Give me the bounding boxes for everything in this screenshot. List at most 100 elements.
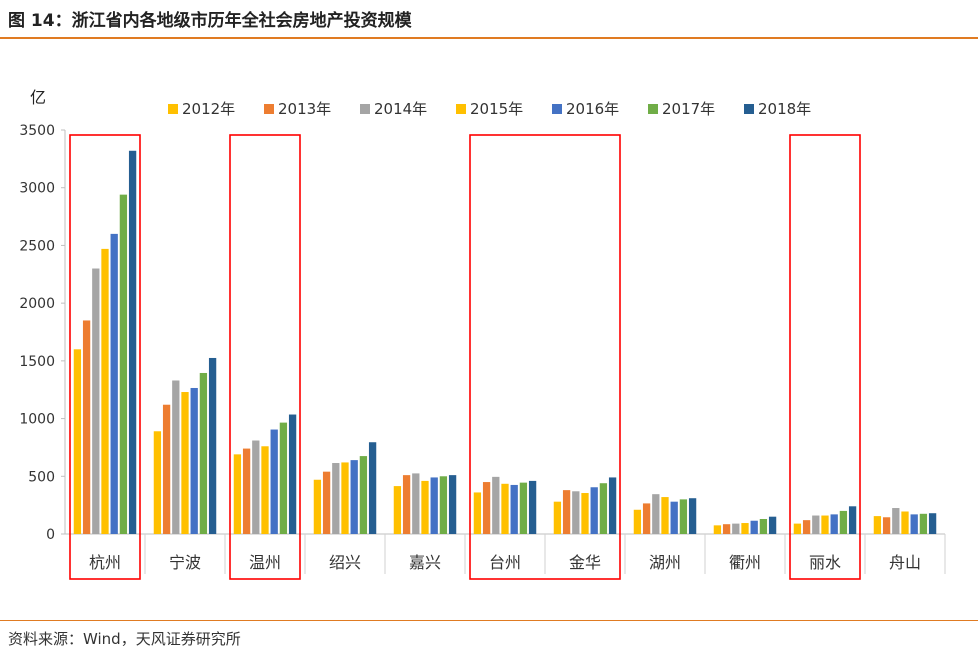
x-tick-label: 台州 bbox=[489, 553, 521, 572]
bar bbox=[128, 150, 137, 534]
x-tick-label: 温州 bbox=[249, 553, 281, 572]
bar bbox=[892, 508, 900, 534]
y-tick-label: 2500 bbox=[19, 238, 55, 254]
bar bbox=[599, 483, 608, 534]
bar bbox=[242, 448, 251, 534]
bar bbox=[439, 476, 448, 534]
bar bbox=[73, 349, 82, 534]
legend-label: 2018年 bbox=[758, 100, 811, 118]
bar bbox=[482, 482, 491, 534]
figure-title: 图 14：浙江省内各地级市历年全社会房地产投资规模 bbox=[8, 11, 412, 31]
bar bbox=[562, 490, 571, 534]
bar bbox=[722, 524, 731, 534]
bar bbox=[750, 520, 758, 534]
x-tick-label: 绍兴 bbox=[329, 553, 361, 572]
legend-swatch bbox=[648, 104, 658, 114]
bar bbox=[928, 513, 937, 534]
legend-swatch bbox=[168, 104, 178, 114]
bar bbox=[341, 462, 349, 534]
legend-label: 2017年 bbox=[662, 100, 715, 118]
bar bbox=[919, 513, 928, 534]
bar bbox=[181, 392, 189, 534]
bar bbox=[110, 233, 118, 534]
bar bbox=[821, 515, 829, 534]
bar bbox=[882, 517, 891, 534]
bar bbox=[848, 506, 857, 534]
source-note: 资料来源：Wind，天风证券研究所 bbox=[8, 630, 241, 648]
y-tick-label: 2000 bbox=[19, 296, 55, 312]
bar bbox=[199, 372, 208, 534]
bar bbox=[608, 477, 617, 534]
bar bbox=[759, 518, 768, 534]
legend-label: 2015年 bbox=[470, 100, 523, 118]
bar bbox=[153, 431, 162, 534]
legend-label: 2016年 bbox=[566, 100, 619, 118]
bar bbox=[359, 456, 368, 534]
bar bbox=[590, 487, 598, 534]
x-tick-label: 湖州 bbox=[649, 553, 681, 572]
bar bbox=[910, 514, 918, 534]
bar bbox=[322, 471, 331, 534]
bar bbox=[252, 440, 260, 534]
title-rule bbox=[0, 37, 978, 39]
legend-label: 2013年 bbox=[278, 100, 331, 118]
x-tick-label: 宁波 bbox=[169, 553, 201, 572]
bar bbox=[448, 475, 457, 534]
y-tick-label: 500 bbox=[28, 469, 55, 485]
bar bbox=[82, 320, 91, 534]
y-tick-label: 1500 bbox=[19, 354, 55, 370]
bar bbox=[119, 194, 128, 534]
bar bbox=[233, 454, 242, 534]
bar bbox=[901, 511, 909, 534]
legend-label: 2012年 bbox=[182, 100, 235, 118]
highlight-box bbox=[469, 134, 621, 580]
bar bbox=[92, 268, 100, 534]
legend-label: 2014年 bbox=[374, 100, 427, 118]
bar bbox=[642, 503, 651, 534]
bar bbox=[633, 509, 642, 534]
legend-swatch bbox=[456, 104, 466, 114]
legend-swatch bbox=[264, 104, 274, 114]
bar bbox=[839, 510, 848, 534]
footer-rule bbox=[0, 620, 978, 621]
bar bbox=[332, 463, 340, 534]
bar bbox=[501, 483, 509, 534]
bar bbox=[208, 357, 217, 534]
x-tick-label: 杭州 bbox=[89, 553, 121, 572]
bar bbox=[190, 387, 198, 534]
bar bbox=[473, 492, 482, 534]
bar bbox=[402, 475, 411, 534]
bar bbox=[510, 484, 518, 534]
bar bbox=[492, 476, 500, 534]
bar bbox=[162, 404, 171, 534]
y-tick-label: 0 bbox=[46, 527, 55, 543]
bar bbox=[741, 523, 749, 534]
bar bbox=[368, 442, 377, 534]
bar bbox=[412, 473, 420, 534]
bar bbox=[768, 516, 777, 534]
bar bbox=[873, 516, 882, 534]
x-tick-label: 舟山 bbox=[889, 553, 921, 572]
bar bbox=[581, 493, 589, 534]
y-unit-label: 亿 bbox=[30, 88, 46, 107]
bar bbox=[572, 491, 580, 534]
bar bbox=[519, 482, 528, 534]
x-tick-label: 衢州 bbox=[729, 553, 761, 572]
bar bbox=[261, 446, 269, 534]
x-tick-label: 嘉兴 bbox=[409, 553, 441, 572]
highlight-box bbox=[229, 134, 301, 580]
bar bbox=[652, 494, 660, 534]
x-tick-label: 丽水 bbox=[809, 553, 841, 572]
highlight-box bbox=[69, 134, 141, 580]
bar bbox=[793, 523, 802, 534]
bar bbox=[528, 480, 537, 534]
bar bbox=[732, 523, 740, 534]
y-tick-label: 3500 bbox=[19, 123, 55, 139]
bar bbox=[688, 498, 697, 534]
highlight-box bbox=[789, 134, 861, 580]
legend-swatch bbox=[744, 104, 754, 114]
bar bbox=[393, 486, 402, 534]
bar bbox=[421, 480, 429, 534]
legend-swatch bbox=[552, 104, 562, 114]
bar bbox=[172, 380, 180, 534]
